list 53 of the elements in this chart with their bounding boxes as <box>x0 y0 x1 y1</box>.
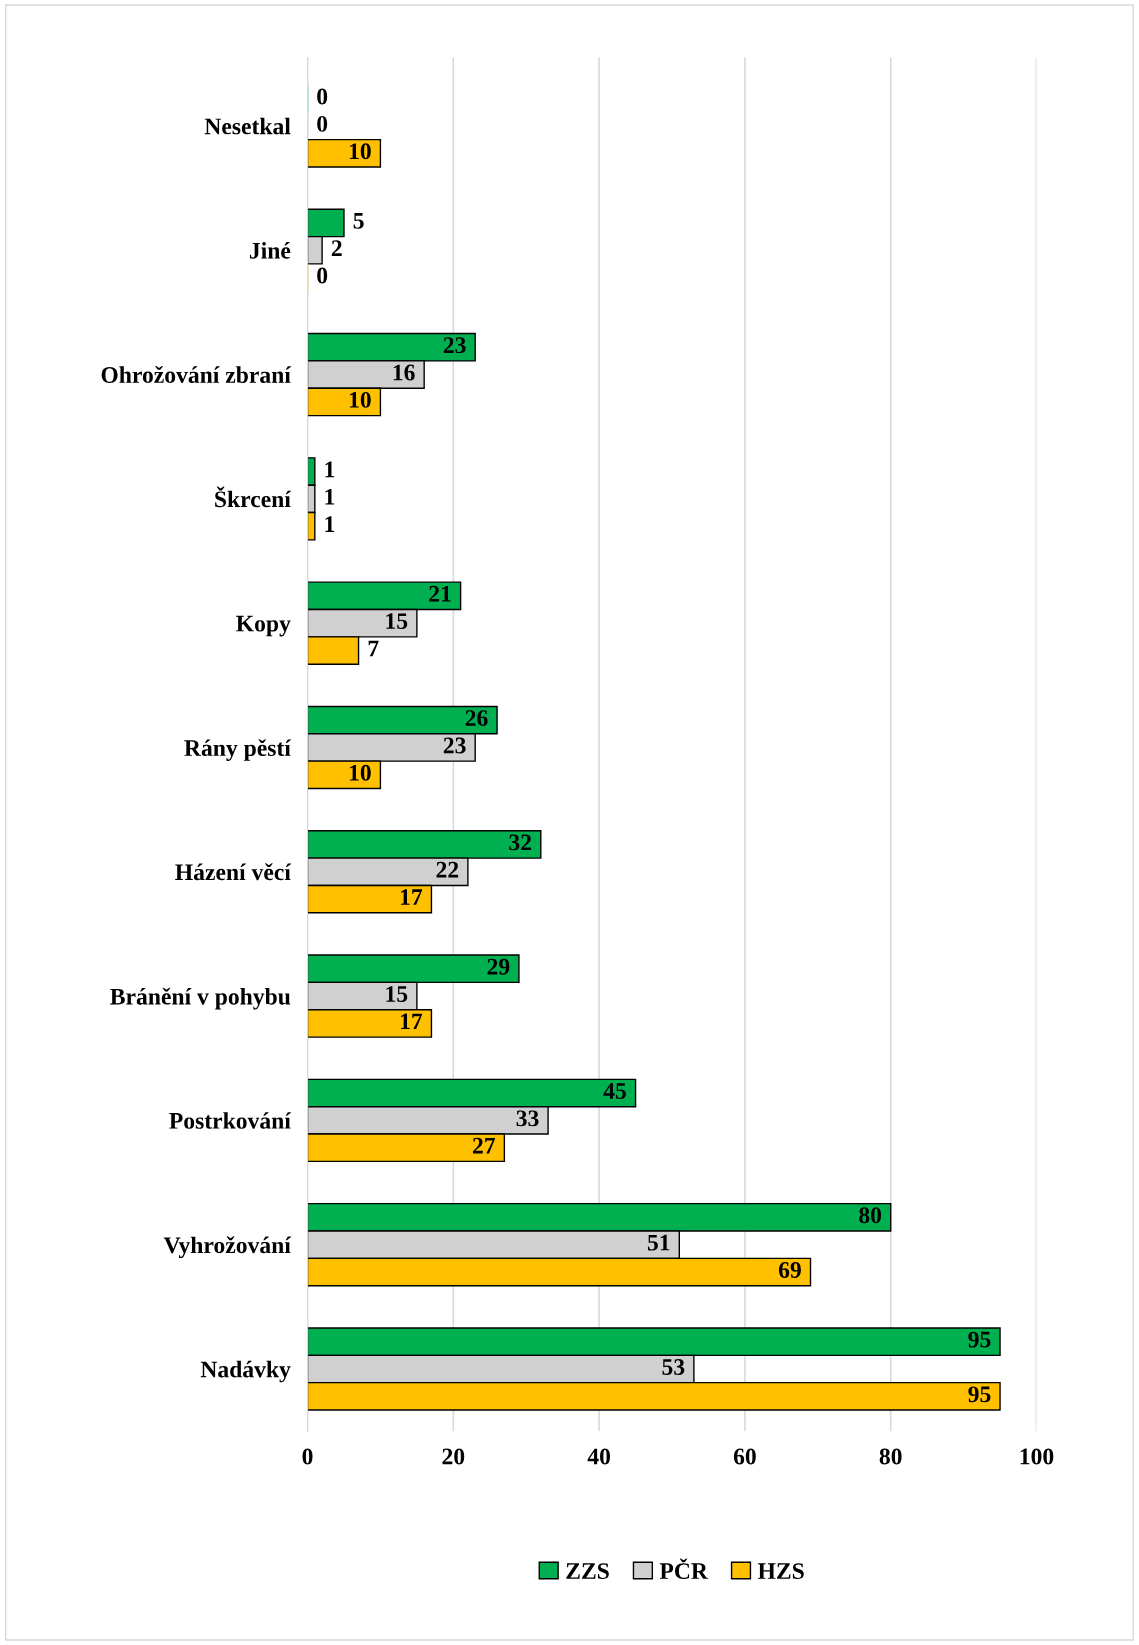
data-label: 22 <box>436 861 459 878</box>
data-label: 95 <box>968 1386 991 1403</box>
data-label: 33 <box>516 1110 539 1127</box>
y-tick-label: Rány pěstí <box>184 739 292 761</box>
data-label: 0 <box>317 267 328 284</box>
x-tick-label: 20 <box>442 1448 465 1465</box>
data-label: 51 <box>647 1234 670 1251</box>
data-label: 80 <box>859 1207 882 1224</box>
data-label: 29 <box>487 958 510 975</box>
data-label: 1 <box>325 516 335 532</box>
data-label: 0 <box>317 88 328 105</box>
data-label: 23 <box>443 337 466 354</box>
data-label: 5 <box>353 213 364 229</box>
y-tick-label: Bránění v pohybu <box>110 987 291 1010</box>
data-label: 95 <box>968 1331 991 1348</box>
legend-label: ZZS <box>566 1563 609 1580</box>
x-tick-label: 60 <box>733 1448 756 1465</box>
data-label: 2 <box>331 240 342 256</box>
data-label: 53 <box>662 1359 685 1375</box>
data-label: 10 <box>349 391 371 408</box>
y-tick-label: Postrkování <box>169 1112 292 1129</box>
y-tick-label: Ohrožování zbraní <box>101 366 292 383</box>
data-label: 16 <box>393 364 415 381</box>
data-label: 23 <box>443 737 466 754</box>
data-label: 1 <box>325 488 335 505</box>
x-tick-label: 80 <box>879 1448 902 1465</box>
data-label: 10 <box>349 143 371 160</box>
data-label: 32 <box>509 834 532 851</box>
data-label: 27 <box>472 1137 496 1154</box>
data-label: 7 <box>368 640 379 657</box>
legend-label: HZS <box>757 1563 804 1580</box>
y-tick-label: Házení věcí <box>175 863 292 881</box>
data-label: 10 <box>349 764 371 781</box>
y-tick-label: Vyhrožování <box>163 1236 292 1259</box>
data-label: 21 <box>429 585 451 602</box>
data-label: 15 <box>386 613 408 630</box>
y-tick-label: Kopy <box>236 615 291 637</box>
data-label: 26 <box>465 710 488 727</box>
data-label: 69 <box>778 1262 801 1278</box>
x-tick-label: 40 <box>587 1448 611 1465</box>
x-tick-label: 0 <box>302 1448 313 1465</box>
data-label: 15 <box>386 986 408 1002</box>
data-label: 0 <box>317 115 328 132</box>
data-label: 45 <box>603 1083 626 1099</box>
data-label: 17 <box>400 1013 423 1030</box>
y-tick-label: Nesetkal <box>204 117 291 135</box>
data-label: 1 <box>325 461 335 478</box>
data-label: 17 <box>400 889 423 905</box>
y-tick-label: Škrcení <box>215 486 292 508</box>
y-tick-label: Jiné <box>249 242 291 259</box>
y-tick-label: Nadávky <box>200 1360 291 1383</box>
legend-label: PČR <box>659 1558 709 1580</box>
x-tick-label: 100 <box>1020 1448 1054 1465</box>
